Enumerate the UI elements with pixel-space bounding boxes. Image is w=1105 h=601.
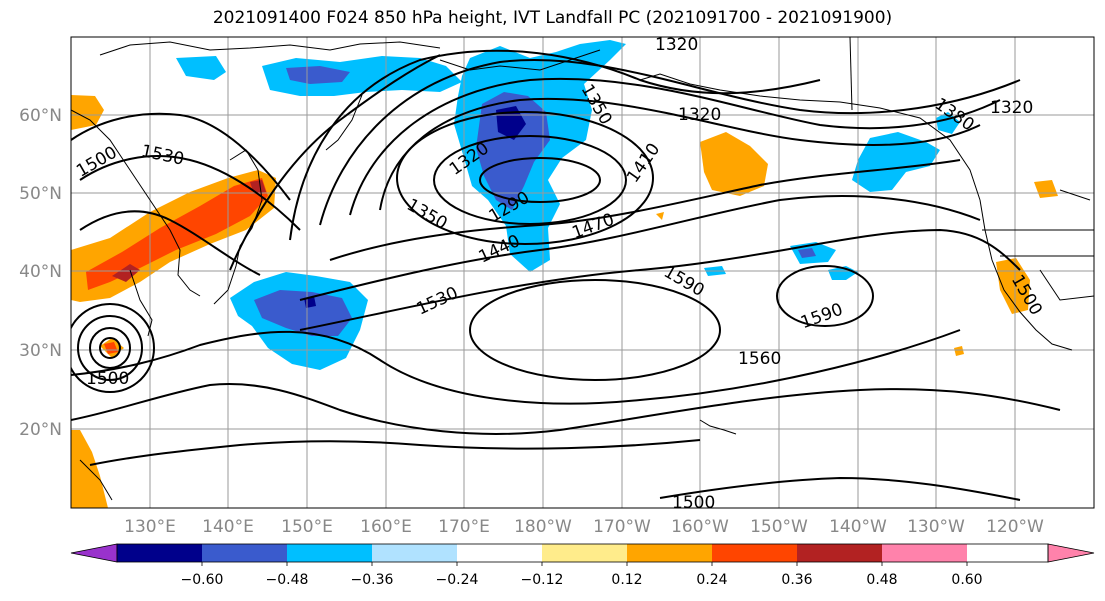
map-panel: 1320 1350 1320 1380 1320 1500 1530 1320 …: [71, 35, 1094, 513]
latitude-labels: 60°N 50°N 40°N 30°N 20°N: [19, 106, 62, 440]
colorbar-bin: [372, 544, 457, 562]
lon-label: 140°E: [202, 517, 254, 537]
colorbar-label: 0.48: [866, 572, 897, 588]
lon-label: 160°W: [671, 517, 729, 537]
lat-label: 30°N: [19, 341, 62, 361]
colorbar-bin: [712, 544, 797, 562]
colorbar: −0.60 −0.48 −0.36 −0.24 −0.12 0.12 0.24 …: [70, 543, 1095, 588]
map-title: 2021091400 F024 850 hPa height, IVT Land…: [212, 8, 893, 28]
longitude-labels: 130°E 140°E 150°E 160°E 170°E 180°W 170°…: [124, 517, 1044, 537]
colorbar-label: 0.60: [951, 572, 982, 588]
contour-label: 1500: [672, 493, 715, 513]
lat-label: 50°N: [19, 184, 62, 204]
contour-label: 1500: [86, 369, 129, 389]
lon-label: 150°E: [281, 517, 333, 537]
lon-label: 130°W: [907, 517, 965, 537]
contour-label: 1320: [678, 105, 721, 125]
lon-label: 120°W: [986, 517, 1044, 537]
colorbar-bin: [457, 544, 542, 562]
lon-label: 170°W: [593, 517, 651, 537]
colorbar-label: 0.24: [696, 572, 727, 588]
contour-label: 1320: [990, 98, 1033, 118]
colorbar-label: 0.12: [611, 572, 642, 588]
colorbar-label: −0.60: [181, 572, 224, 588]
map-frame: [70, 36, 1095, 509]
colorbar-bin: [627, 544, 712, 562]
lat-label: 60°N: [19, 106, 62, 126]
colorbar-bin: [797, 544, 882, 562]
colorbar-label: −0.24: [436, 572, 479, 588]
lon-label: 160°E: [360, 517, 412, 537]
lon-label: 150°W: [750, 517, 808, 537]
height-contours: [71, 49, 1061, 501]
lat-label: 20°N: [19, 420, 62, 440]
lon-label: 140°W: [829, 517, 887, 537]
lon-label: 180°W: [514, 517, 572, 537]
colorbar-label: −0.36: [351, 572, 394, 588]
colorbar-bin: [117, 544, 202, 562]
map-gridlines: [71, 37, 1094, 508]
colorbar-bin: [287, 544, 372, 562]
colorbar-label: −0.12: [521, 572, 564, 588]
lat-label: 40°N: [19, 262, 62, 282]
colorbar-bin: [202, 544, 287, 562]
colorbar-extend-low: [70, 543, 118, 563]
colorbar-bin: [882, 544, 967, 562]
colorbar-bin: [542, 544, 627, 562]
colorbar-extend-high: [1047, 543, 1095, 563]
colorbar-label: 0.36: [781, 572, 812, 588]
colorbar-label: −0.48: [266, 572, 309, 588]
lon-label: 170°E: [438, 517, 490, 537]
contour-label: 1560: [738, 349, 781, 369]
contour-label: 1320: [655, 35, 698, 55]
lon-label: 130°E: [124, 517, 176, 537]
